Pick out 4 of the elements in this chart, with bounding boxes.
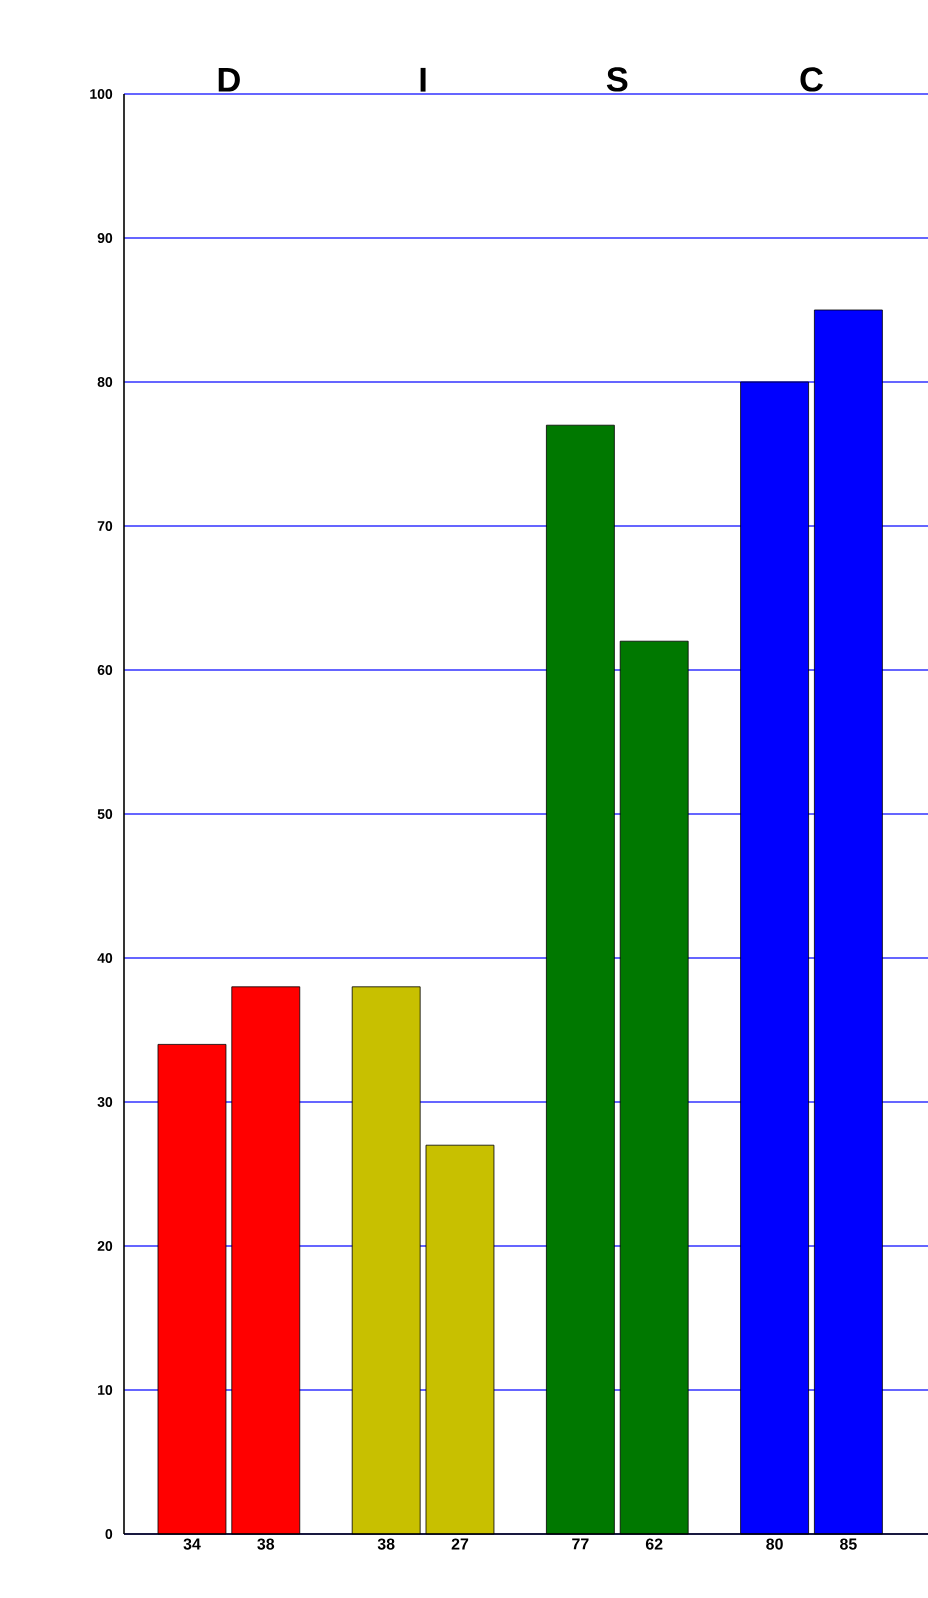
- x-tick-label: C: [800, 67, 823, 92]
- x-tick-label: D: [218, 67, 240, 92]
- x-tick-label: I: [420, 67, 426, 92]
- x-tick-label: S: [606, 67, 628, 92]
